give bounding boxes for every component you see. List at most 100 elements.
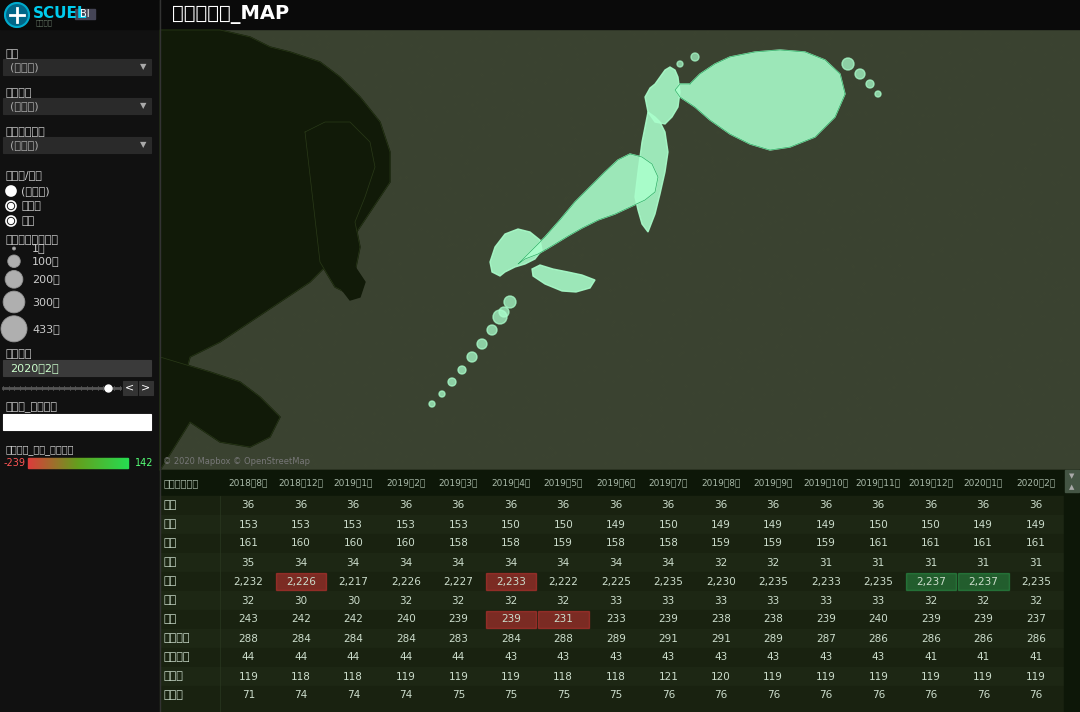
Text: 36: 36 bbox=[242, 501, 255, 511]
Bar bbox=[958, 573, 1009, 590]
Text: 239: 239 bbox=[659, 614, 678, 624]
Bar bbox=[114, 458, 116, 468]
Text: 2,226: 2,226 bbox=[286, 577, 315, 587]
Text: 41: 41 bbox=[1029, 652, 1042, 662]
Text: 36: 36 bbox=[872, 501, 885, 511]
Text: 病院: 病院 bbox=[21, 216, 35, 226]
Text: 43: 43 bbox=[819, 652, 833, 662]
Bar bbox=[39, 458, 40, 468]
Bar bbox=[160, 0, 1080, 470]
Bar bbox=[60, 458, 62, 468]
Text: 153: 153 bbox=[239, 520, 258, 530]
Text: 118: 118 bbox=[606, 671, 625, 681]
Text: 開示年月: 開示年月 bbox=[6, 349, 32, 359]
Bar bbox=[160, 0, 1080, 29]
Bar bbox=[125, 458, 126, 468]
Bar bbox=[53, 458, 54, 468]
Text: ▼: ▼ bbox=[1069, 473, 1075, 479]
Text: 36: 36 bbox=[662, 501, 675, 511]
Circle shape bbox=[8, 255, 21, 268]
Circle shape bbox=[855, 69, 865, 79]
Text: 2019年3月: 2019年3月 bbox=[438, 478, 478, 488]
Bar bbox=[69, 458, 70, 468]
Circle shape bbox=[6, 186, 16, 196]
Circle shape bbox=[9, 204, 13, 209]
Text: 237: 237 bbox=[1026, 614, 1045, 624]
Bar bbox=[108, 458, 109, 468]
Circle shape bbox=[448, 378, 456, 386]
Bar bbox=[3, 137, 151, 153]
Polygon shape bbox=[675, 50, 845, 150]
Text: 160: 160 bbox=[343, 538, 363, 548]
Text: 149: 149 bbox=[973, 520, 994, 530]
Bar bbox=[120, 458, 121, 468]
Text: 233: 233 bbox=[606, 614, 625, 624]
Text: 149: 149 bbox=[606, 520, 625, 530]
Bar bbox=[52, 458, 53, 468]
Polygon shape bbox=[635, 112, 669, 232]
Circle shape bbox=[477, 339, 487, 349]
Text: 36: 36 bbox=[504, 501, 517, 511]
Polygon shape bbox=[518, 154, 658, 264]
Text: 十勝: 十勝 bbox=[164, 614, 177, 624]
Text: 159: 159 bbox=[764, 538, 783, 548]
Bar bbox=[538, 611, 589, 628]
Text: 30: 30 bbox=[347, 595, 360, 605]
Text: 150: 150 bbox=[659, 520, 678, 530]
Text: ▼: ▼ bbox=[139, 140, 146, 150]
Circle shape bbox=[866, 80, 874, 88]
Bar bbox=[905, 573, 956, 590]
Polygon shape bbox=[160, 357, 280, 470]
Text: 2,225: 2,225 bbox=[600, 577, 631, 587]
Text: 119: 119 bbox=[921, 671, 941, 681]
Text: 33: 33 bbox=[662, 595, 675, 605]
Bar bbox=[160, 667, 1064, 686]
Bar bbox=[104, 458, 105, 468]
Text: 43: 43 bbox=[714, 652, 727, 662]
Text: 36: 36 bbox=[294, 501, 308, 511]
Text: 2,233: 2,233 bbox=[496, 577, 526, 587]
Bar bbox=[95, 458, 96, 468]
Bar bbox=[486, 573, 536, 590]
Bar bbox=[41, 458, 42, 468]
Bar bbox=[48, 458, 49, 468]
Bar bbox=[51, 458, 52, 468]
Text: 32: 32 bbox=[451, 595, 464, 605]
Bar bbox=[80, 458, 81, 468]
Bar bbox=[64, 458, 65, 468]
Text: 288: 288 bbox=[553, 634, 573, 644]
Text: 74: 74 bbox=[347, 691, 360, 701]
Text: 284: 284 bbox=[343, 634, 363, 644]
Bar bbox=[70, 458, 71, 468]
Text: 36: 36 bbox=[609, 501, 622, 511]
Bar bbox=[30, 458, 31, 468]
Text: 119: 119 bbox=[501, 671, 521, 681]
Bar bbox=[59, 458, 60, 468]
Bar bbox=[37, 458, 38, 468]
Text: 2,237: 2,237 bbox=[916, 577, 946, 587]
Text: 161: 161 bbox=[239, 538, 258, 548]
Bar bbox=[67, 458, 68, 468]
Bar bbox=[49, 458, 50, 468]
Text: 36: 36 bbox=[819, 501, 833, 511]
Bar bbox=[111, 458, 112, 468]
Text: 2018年8月: 2018年8月 bbox=[229, 478, 268, 488]
Text: 43: 43 bbox=[609, 652, 622, 662]
Text: 284: 284 bbox=[395, 634, 416, 644]
Polygon shape bbox=[340, 267, 365, 300]
Bar bbox=[1065, 470, 1079, 481]
Text: 2,222: 2,222 bbox=[549, 577, 578, 587]
Text: 119: 119 bbox=[868, 671, 888, 681]
Text: 事業所_名称検索: 事業所_名称検索 bbox=[6, 402, 58, 413]
Text: 238: 238 bbox=[711, 614, 731, 624]
Text: 75: 75 bbox=[451, 691, 464, 701]
Text: 43: 43 bbox=[872, 652, 885, 662]
Text: 76: 76 bbox=[924, 691, 937, 701]
Text: 西胆振: 西胆振 bbox=[164, 671, 184, 681]
Text: 119: 119 bbox=[764, 671, 783, 681]
Circle shape bbox=[842, 58, 854, 70]
Bar bbox=[107, 458, 108, 468]
Bar bbox=[119, 458, 120, 468]
Text: 286: 286 bbox=[921, 634, 941, 644]
Text: 286: 286 bbox=[868, 634, 888, 644]
